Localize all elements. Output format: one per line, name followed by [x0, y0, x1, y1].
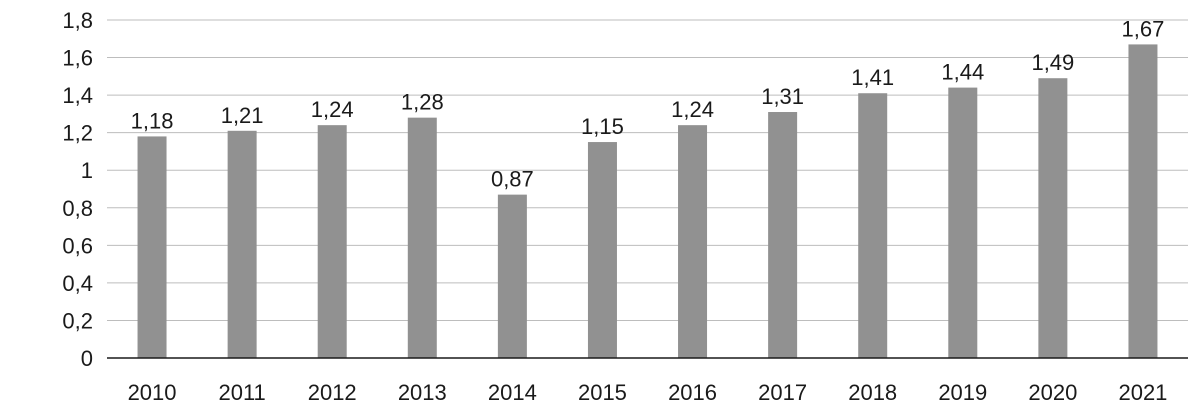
- x-tick-label: 2019: [938, 380, 987, 405]
- data-label: 1,44: [941, 60, 984, 85]
- y-tick-label: 0: [81, 346, 93, 371]
- data-label: 1,21: [221, 103, 264, 128]
- x-axis-tick-labels: 2010 2011 2012 2013 2014 2015 2016 2017 2018 2019…: [128, 380, 1168, 405]
- y-tick-label: 1,2: [62, 121, 93, 146]
- bar-2019: [948, 87, 978, 358]
- x-tick-label: 2020: [1028, 380, 1077, 405]
- data-label: 1,15: [581, 114, 624, 139]
- x-tick-label: 2017: [758, 380, 807, 405]
- bars: [137, 44, 1158, 359]
- y-tick-label: 1: [81, 158, 93, 183]
- x-tick-label: 2014: [488, 380, 537, 405]
- bar-2018: [858, 93, 888, 358]
- bar-2013: [407, 117, 437, 359]
- y-tick-label: 0,8: [62, 196, 93, 221]
- y-tick-label: 1,8: [62, 8, 93, 33]
- y-axis-tick-labels: 0 0,2 0,4 0,6 0,8 1 1,2 1,4 1,6 1,8: [62, 8, 93, 371]
- y-tick-label: 1,4: [62, 83, 93, 108]
- data-label: 1,67: [1122, 16, 1165, 41]
- bar-2012: [317, 125, 347, 359]
- y-tick-label: 1,6: [62, 46, 93, 71]
- data-label: 0,87: [491, 167, 534, 192]
- bar-2020: [1038, 78, 1068, 358]
- x-tick-label: 2010: [128, 380, 177, 405]
- data-labels: 1,18 1,21 1,24 1,28 0,87 1,15 1,24 1,31 1,41 1,44…: [131, 16, 1165, 191]
- data-label: 1,28: [401, 90, 444, 115]
- y-tick-label: 0,2: [62, 308, 93, 333]
- x-tick-label: 2013: [398, 380, 447, 405]
- bar-2021: [1128, 44, 1158, 359]
- data-label: 1,24: [671, 97, 714, 122]
- data-label: 1,49: [1031, 50, 1074, 75]
- bar-2017: [768, 112, 798, 358]
- bar-2014: [497, 194, 527, 358]
- x-tick-label: 2015: [578, 380, 627, 405]
- bar-2016: [678, 125, 708, 359]
- bar-2011: [227, 130, 257, 358]
- bar-2015: [587, 142, 617, 358]
- x-tick-label: 2016: [668, 380, 717, 405]
- y-tick-label: 0,6: [62, 233, 93, 258]
- y-tick-label: 0,4: [62, 271, 93, 296]
- data-label: 1,41: [851, 65, 894, 90]
- x-tick-label: 2012: [308, 380, 357, 405]
- data-label: 1,24: [311, 97, 354, 122]
- x-tick-label: 2018: [848, 380, 897, 405]
- x-tick-label: 2021: [1118, 380, 1167, 405]
- gridlines: [107, 19, 1188, 321]
- bar-2010: [137, 136, 167, 358]
- data-label: 1,31: [761, 84, 804, 109]
- data-label: 1,18: [131, 108, 174, 133]
- x-tick-label: 2011: [218, 380, 265, 405]
